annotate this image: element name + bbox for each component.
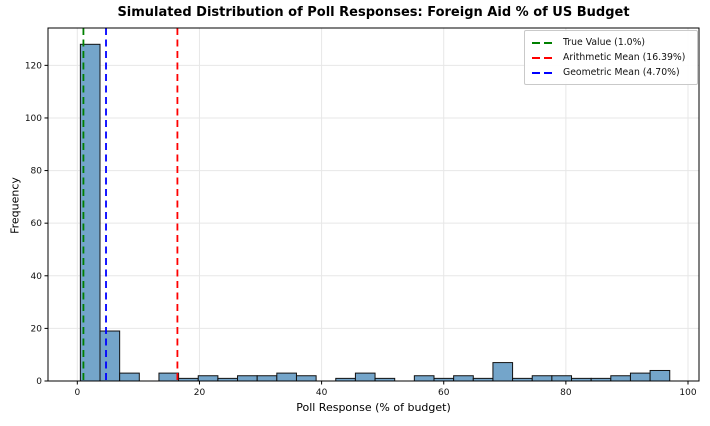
- y-tick-label: 100: [25, 114, 42, 124]
- histogram-bar: [237, 375, 258, 382]
- y-tick-label: 20: [31, 324, 43, 334]
- legend-dash: [532, 71, 540, 74]
- x-axis-label: Poll Response (% of budget): [296, 401, 451, 414]
- histogram-bar: [531, 375, 553, 382]
- histogram-bar: [119, 372, 140, 382]
- legend-dash: [544, 41, 552, 44]
- legend-item: Geometric Mean (4.70%): [532, 65, 691, 80]
- y-tick-label: 0: [36, 377, 42, 387]
- dashed-line-marker: [532, 71, 556, 74]
- histogram-bar: [276, 372, 297, 382]
- histogram-bar: [649, 369, 671, 382]
- legend: True Value (1.0%) Arithmetic Mean (16.39%…: [524, 30, 698, 85]
- histogram-bar: [158, 372, 180, 382]
- x-tick-label: 60: [438, 388, 450, 398]
- chart-title: Simulated Distribution of Poll Responses…: [117, 5, 630, 20]
- legend-dash: [532, 56, 540, 59]
- histogram-bar: [551, 375, 573, 382]
- legend-label: Arithmetic Mean (16.39%): [563, 52, 686, 63]
- x-tick-label: 80: [560, 388, 572, 398]
- histogram-bar: [492, 362, 514, 382]
- histogram-bar: [629, 372, 651, 382]
- legend-dash: [544, 56, 552, 59]
- histogram-bar: [413, 375, 435, 382]
- y-axis-label: Frequency: [8, 177, 22, 234]
- dashed-line-marker: [532, 41, 556, 44]
- histogram-bar: [256, 375, 278, 382]
- x-tick-label: 100: [679, 388, 696, 398]
- x-tick-label: 40: [316, 388, 328, 398]
- y-tick-label: 80: [31, 167, 43, 177]
- x-tick-label: 20: [194, 388, 206, 398]
- histogram-bar: [453, 375, 474, 382]
- legend-item: Arithmetic Mean (16.39%): [532, 50, 691, 65]
- plot-border: [47, 27, 700, 382]
- histogram-bar: [295, 375, 317, 382]
- y-tick-label: 120: [25, 61, 42, 71]
- legend-item: True Value (1.0%): [532, 35, 691, 50]
- legend-label: True Value (1.0%): [563, 37, 646, 48]
- x-tick-label: 0: [74, 388, 80, 398]
- legend-label: Geometric Mean (4.70%): [563, 67, 680, 78]
- dashed-line-marker: [532, 56, 556, 59]
- y-tick-label: 40: [31, 272, 43, 282]
- y-tick-label: 60: [31, 219, 43, 229]
- histogram-bar: [610, 375, 631, 382]
- legend-dash: [544, 71, 552, 74]
- legend-dash: [532, 41, 540, 44]
- histogram-bar: [99, 330, 121, 382]
- histogram-bar: [354, 372, 376, 382]
- histogram-bar: [197, 375, 219, 382]
